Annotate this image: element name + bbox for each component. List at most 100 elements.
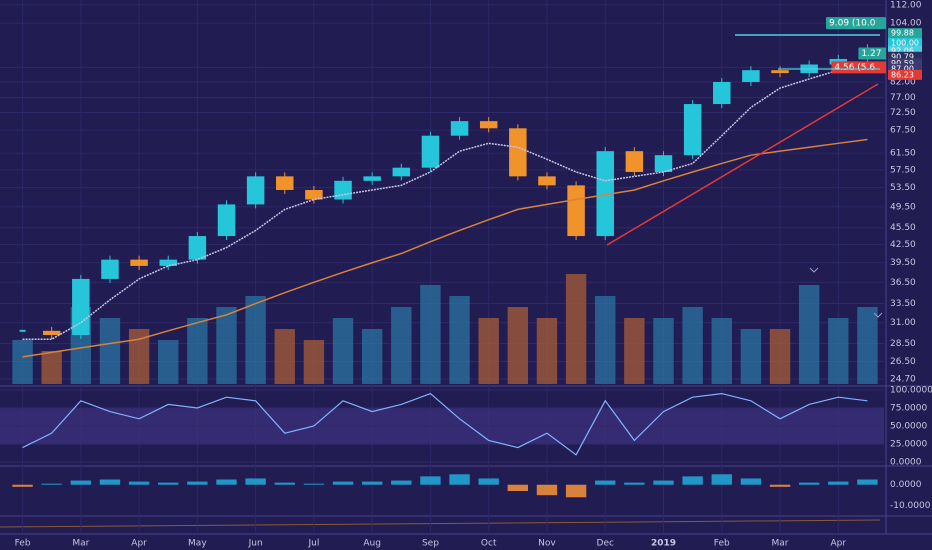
- price-tag-label: 90.79: [891, 52, 914, 61]
- histogram-bar: [361, 481, 383, 485]
- histogram-bar: [449, 474, 470, 485]
- candle: [217, 204, 236, 237]
- annotation-box: [858, 47, 886, 60]
- histogram-bar: [565, 484, 587, 498]
- x-tick-label: Jul: [307, 539, 319, 549]
- price-tag: [888, 45, 922, 56]
- y-tick-label: 50.0000: [890, 422, 927, 432]
- volume-bar: [41, 351, 62, 384]
- histogram-bar: [128, 481, 150, 485]
- y-tick-label: 49.50: [890, 202, 916, 212]
- oscillator-line: [22, 392, 868, 456]
- price-tag: [888, 51, 922, 62]
- volume-bar: [595, 296, 616, 384]
- y-tick-label: 53.50: [890, 183, 916, 193]
- histogram-bar: [711, 474, 732, 485]
- histogram-bar: [216, 479, 237, 485]
- x-tick-label: Mar: [772, 539, 789, 549]
- histogram-bar: [769, 484, 791, 487]
- x-tick-label: Mar: [72, 539, 89, 549]
- volume-bar: [420, 285, 441, 384]
- candle: [509, 128, 527, 177]
- y-tick-label: -10.0000: [890, 501, 931, 511]
- price-tag: [888, 58, 922, 69]
- collapse-icon[interactable]: [809, 267, 819, 273]
- y-tick-label: 39.50: [890, 258, 916, 268]
- volume-bar: [711, 318, 732, 384]
- candle: [625, 151, 644, 172]
- histogram-bar: [740, 478, 762, 485]
- histogram-bar: [624, 482, 645, 485]
- histogram-bar: [507, 484, 529, 491]
- price-tag-label: 92.06: [891, 46, 914, 55]
- histogram-bar: [857, 479, 878, 485]
- volume-bar: [128, 329, 150, 384]
- y-tick-label: 100.0000: [890, 386, 932, 396]
- candle: [130, 259, 148, 266]
- candle: [305, 189, 323, 200]
- x-tick-label: Apr: [831, 539, 847, 549]
- candle: [713, 81, 731, 105]
- volume-bar: [391, 307, 412, 384]
- trend-line: [606, 83, 879, 246]
- volume-bar: [740, 329, 762, 384]
- volume-bar: [303, 340, 325, 384]
- candle: [654, 155, 673, 172]
- y-tick-label: 77.00: [890, 93, 916, 103]
- candle: [742, 70, 760, 82]
- histogram-bar: [391, 480, 412, 485]
- price-tag-label: 87.00: [891, 64, 914, 73]
- volume-bar: [507, 307, 529, 384]
- volume-bar: [798, 285, 820, 384]
- y-tick-label: 104.00: [890, 19, 922, 29]
- moving-average: [22, 138, 868, 358]
- y-tick-label: 26.50: [890, 357, 916, 367]
- histogram-bar: [245, 478, 266, 485]
- x-tick-label: Sep: [422, 539, 439, 549]
- volume-bar: [653, 318, 674, 384]
- histogram-bar: [798, 482, 820, 485]
- moving-average: [22, 63, 868, 340]
- histogram-bar: [420, 476, 441, 485]
- x-tick-label: Oct: [481, 539, 497, 549]
- candle: [421, 135, 440, 168]
- candle: [334, 180, 352, 200]
- collapse-icon[interactable]: [873, 312, 883, 318]
- price-tag-label: 90.59: [891, 59, 914, 68]
- price-tag-label: 99.88: [891, 29, 914, 38]
- candle: [42, 330, 61, 335]
- volume-bar: [332, 318, 354, 384]
- y-tick-label: 31.00: [890, 318, 916, 328]
- volume-bar: [361, 329, 383, 384]
- x-tick-label: Dec: [597, 539, 614, 549]
- histogram-bar: [99, 479, 121, 485]
- candle: [276, 176, 294, 190]
- annotation-box: [826, 17, 886, 30]
- bottom-indicator: [0, 519, 881, 528]
- volume-bar: [857, 307, 878, 384]
- volume-bar: [274, 329, 295, 384]
- volume-bar: [624, 318, 645, 384]
- y-tick-label: 67.50: [890, 126, 916, 136]
- y-tick-label: 112.00: [890, 0, 922, 10]
- y-tick-label: 0.0000: [890, 458, 922, 468]
- volume-bar: [478, 318, 499, 384]
- y-tick-label: 33.50: [890, 299, 916, 309]
- histogram-bar: [303, 483, 325, 485]
- candle: [479, 121, 498, 129]
- histogram-bar: [70, 480, 92, 485]
- histogram-bar: [682, 476, 703, 485]
- histogram-bar: [12, 484, 33, 487]
- x-tick-label: 2019: [651, 539, 676, 549]
- candle: [101, 259, 119, 279]
- x-tick-label: Aug: [363, 539, 381, 549]
- volume-bar: [682, 307, 703, 384]
- y-tick-label: 57.50: [890, 165, 916, 175]
- x-tick-label: May: [188, 539, 207, 549]
- volume-bar: [12, 340, 33, 384]
- candle: [392, 167, 411, 177]
- x-tick-label: Apr: [131, 539, 147, 549]
